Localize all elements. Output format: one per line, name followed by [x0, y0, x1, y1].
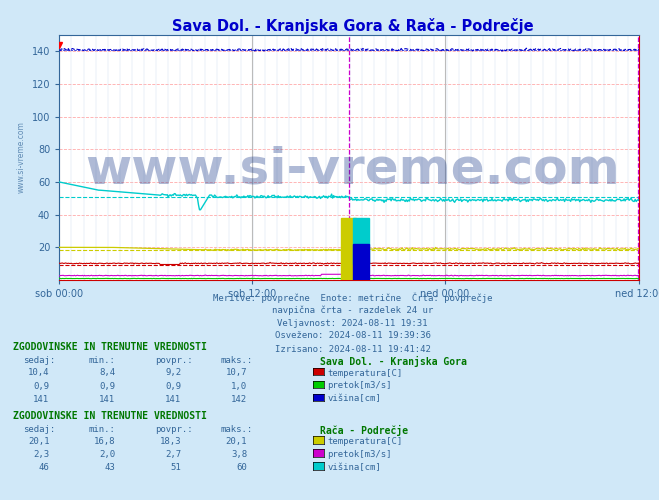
- Text: Izrisano: 2024-08-11 19:41:42: Izrisano: 2024-08-11 19:41:42: [275, 344, 430, 354]
- Bar: [353, 244, 369, 280]
- Text: povpr.:: povpr.:: [155, 356, 192, 365]
- Text: Sava Dol. - Kranjska Gora: Sava Dol. - Kranjska Gora: [320, 356, 467, 367]
- Text: pretok[m3/s]: pretok[m3/s]: [328, 382, 392, 390]
- Text: 8,4: 8,4: [100, 368, 115, 378]
- Text: 2,0: 2,0: [100, 450, 115, 459]
- Text: pretok[m3/s]: pretok[m3/s]: [328, 450, 392, 459]
- Bar: [341, 218, 357, 280]
- Text: 18,3: 18,3: [159, 437, 181, 446]
- Text: 60: 60: [237, 463, 247, 472]
- Text: www.si-vreme.com: www.si-vreme.com: [85, 146, 620, 194]
- Text: 20,1: 20,1: [28, 437, 49, 446]
- Text: 141: 141: [100, 394, 115, 404]
- Text: ZGODOVINSKE IN TRENUTNE VREDNOSTI: ZGODOVINSKE IN TRENUTNE VREDNOSTI: [13, 342, 207, 352]
- Text: 51: 51: [171, 463, 181, 472]
- Text: temperatura[C]: temperatura[C]: [328, 437, 403, 446]
- Text: maks.:: maks.:: [221, 424, 253, 434]
- Text: 141: 141: [34, 394, 49, 404]
- Text: 10,4: 10,4: [28, 368, 49, 378]
- Text: min.:: min.:: [89, 356, 116, 365]
- Text: višina[cm]: višina[cm]: [328, 394, 382, 404]
- Text: navpična črta - razdelek 24 ur: navpična črta - razdelek 24 ur: [272, 306, 433, 315]
- Text: 141: 141: [165, 394, 181, 404]
- Text: 2,7: 2,7: [165, 450, 181, 459]
- Text: Veljavnost: 2024-08-11 19:31: Veljavnost: 2024-08-11 19:31: [277, 318, 428, 328]
- Text: 20,1: 20,1: [225, 437, 247, 446]
- Text: 43: 43: [105, 463, 115, 472]
- Text: maks.:: maks.:: [221, 356, 253, 365]
- Text: 0,9: 0,9: [100, 382, 115, 390]
- Text: 142: 142: [231, 394, 247, 404]
- Text: 0,9: 0,9: [34, 382, 49, 390]
- Text: temperatura[C]: temperatura[C]: [328, 368, 403, 378]
- Text: 16,8: 16,8: [94, 437, 115, 446]
- Text: Osveženo: 2024-08-11 19:39:36: Osveženo: 2024-08-11 19:39:36: [275, 332, 430, 340]
- Text: 46: 46: [39, 463, 49, 472]
- Text: ZGODOVINSKE IN TRENUTNE VREDNOSTI: ZGODOVINSKE IN TRENUTNE VREDNOSTI: [13, 411, 207, 421]
- Text: min.:: min.:: [89, 424, 116, 434]
- Text: sedaj:: sedaj:: [23, 356, 55, 365]
- Text: Meritve: povprečne  Enote: metrične  Črta: povprečje: Meritve: povprečne Enote: metrične Črta:…: [213, 292, 492, 303]
- Text: sedaj:: sedaj:: [23, 424, 55, 434]
- Text: www.si-vreme.com: www.si-vreme.com: [17, 122, 26, 194]
- Text: Sava Dol. - Kranjska Gora & Rača - Podrečje: Sava Dol. - Kranjska Gora & Rača - Podre…: [172, 18, 533, 34]
- Text: 2,3: 2,3: [34, 450, 49, 459]
- Bar: [353, 218, 369, 264]
- Text: 3,8: 3,8: [231, 450, 247, 459]
- Text: 9,2: 9,2: [165, 368, 181, 378]
- Text: 1,0: 1,0: [231, 382, 247, 390]
- Text: 10,7: 10,7: [225, 368, 247, 378]
- Text: višina[cm]: višina[cm]: [328, 463, 382, 472]
- Text: Rača - Podrečje: Rača - Podrečje: [320, 424, 408, 436]
- Text: povpr.:: povpr.:: [155, 424, 192, 434]
- Text: 0,9: 0,9: [165, 382, 181, 390]
